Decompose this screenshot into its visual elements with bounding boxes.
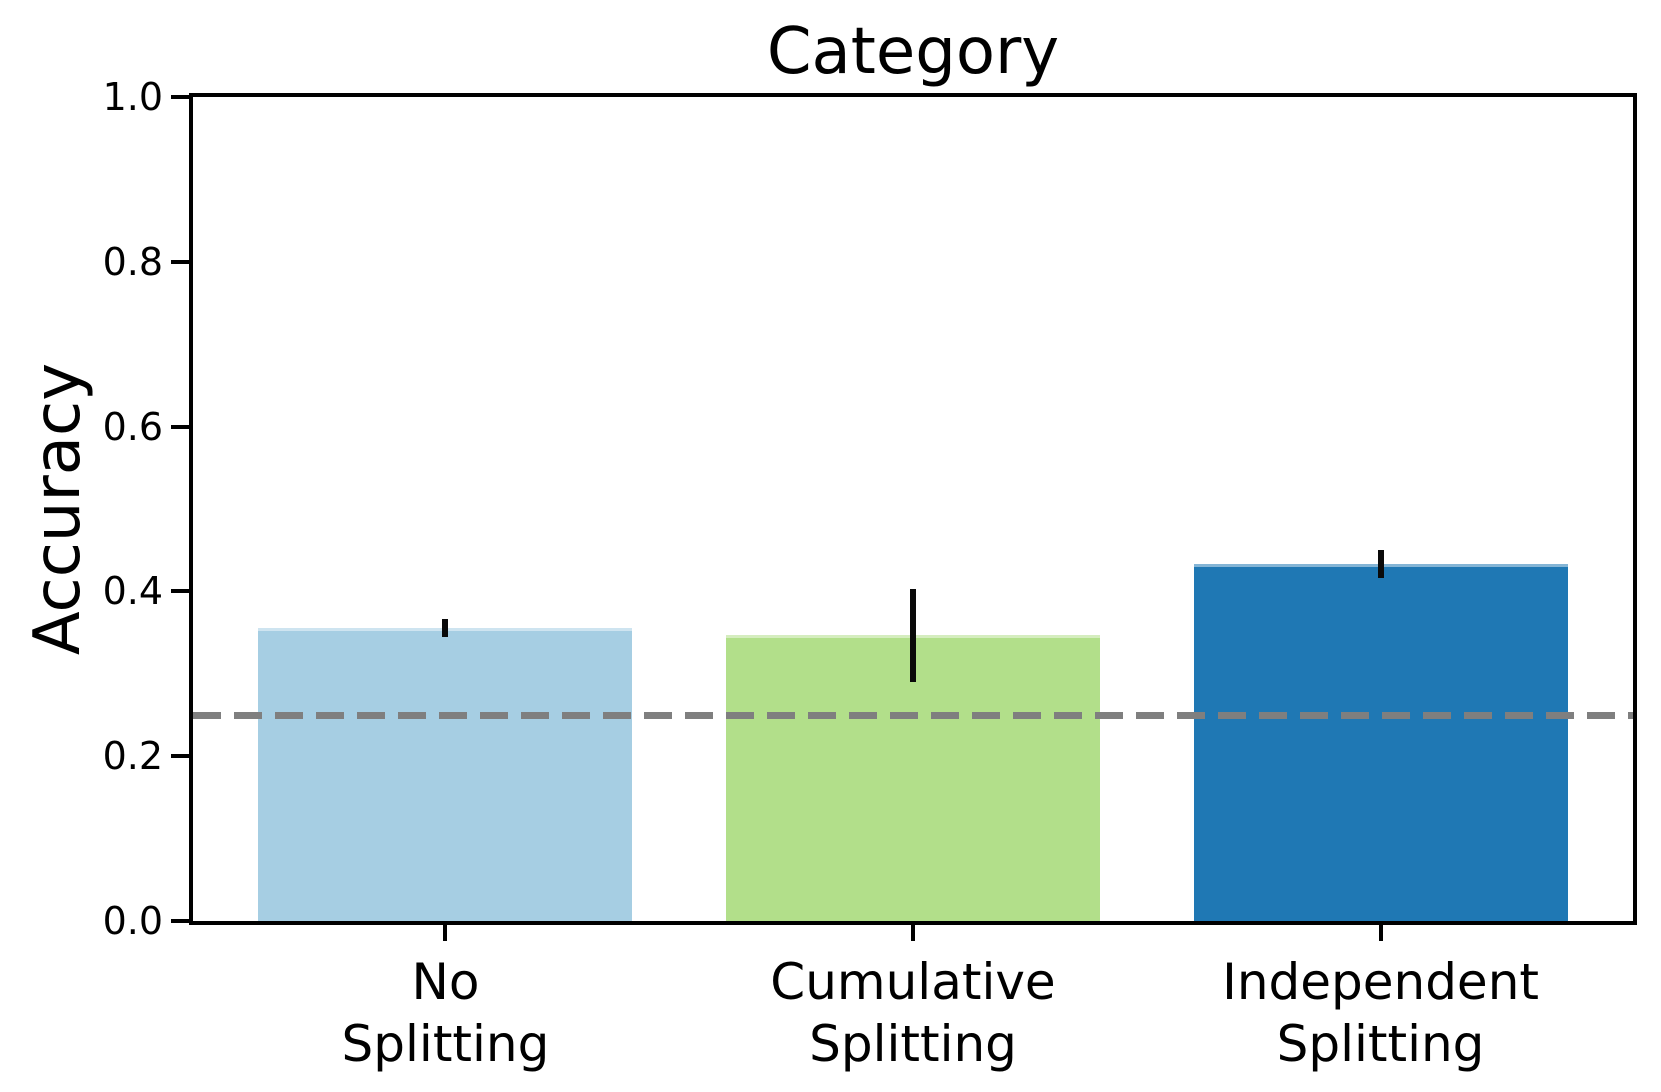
chance-level-line xyxy=(193,712,1633,719)
x-tick-label: Cumulative Splitting xyxy=(770,953,1056,1073)
y-tick-mark xyxy=(171,259,189,264)
y-tick-mark xyxy=(171,589,189,594)
error-bar xyxy=(442,619,449,637)
y-tick-label: 0.4 xyxy=(102,569,163,614)
y-tick-label: 1.0 xyxy=(102,75,163,119)
error-bar xyxy=(1377,550,1384,579)
bar xyxy=(725,635,1100,921)
y-axis-label: Accuracy xyxy=(21,362,95,656)
bar xyxy=(258,627,633,921)
y-tick-mark xyxy=(171,424,189,429)
bar xyxy=(1193,564,1568,921)
y-tick-mark xyxy=(171,754,189,759)
y-tick-mark xyxy=(171,95,189,99)
y-tick-label: 0.0 xyxy=(102,899,163,943)
plot-area: 0.0 0.2 0.4 0.6 0.8 1.0 No Splitting Cumulativ… xyxy=(103,78,1637,1073)
y-tick-mark xyxy=(171,919,189,923)
error-bar xyxy=(910,588,916,683)
x-tick-mark xyxy=(1378,925,1383,941)
x-tick-mark xyxy=(443,925,448,941)
y-tick-label: 0.6 xyxy=(102,404,163,449)
x-tick-mark xyxy=(911,925,915,941)
y-tick-label: 0.8 xyxy=(102,239,163,284)
y-tick-label: 0.2 xyxy=(102,734,163,779)
x-tick-label: No Splitting xyxy=(341,953,550,1073)
x-tick-label: Independent Splitting xyxy=(1222,953,1539,1073)
chart-title: Category xyxy=(766,15,1060,89)
